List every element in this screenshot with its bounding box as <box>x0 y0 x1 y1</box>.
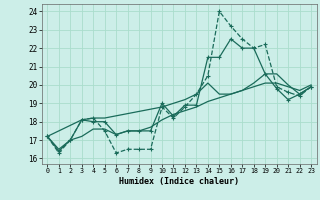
X-axis label: Humidex (Indice chaleur): Humidex (Indice chaleur) <box>119 177 239 186</box>
